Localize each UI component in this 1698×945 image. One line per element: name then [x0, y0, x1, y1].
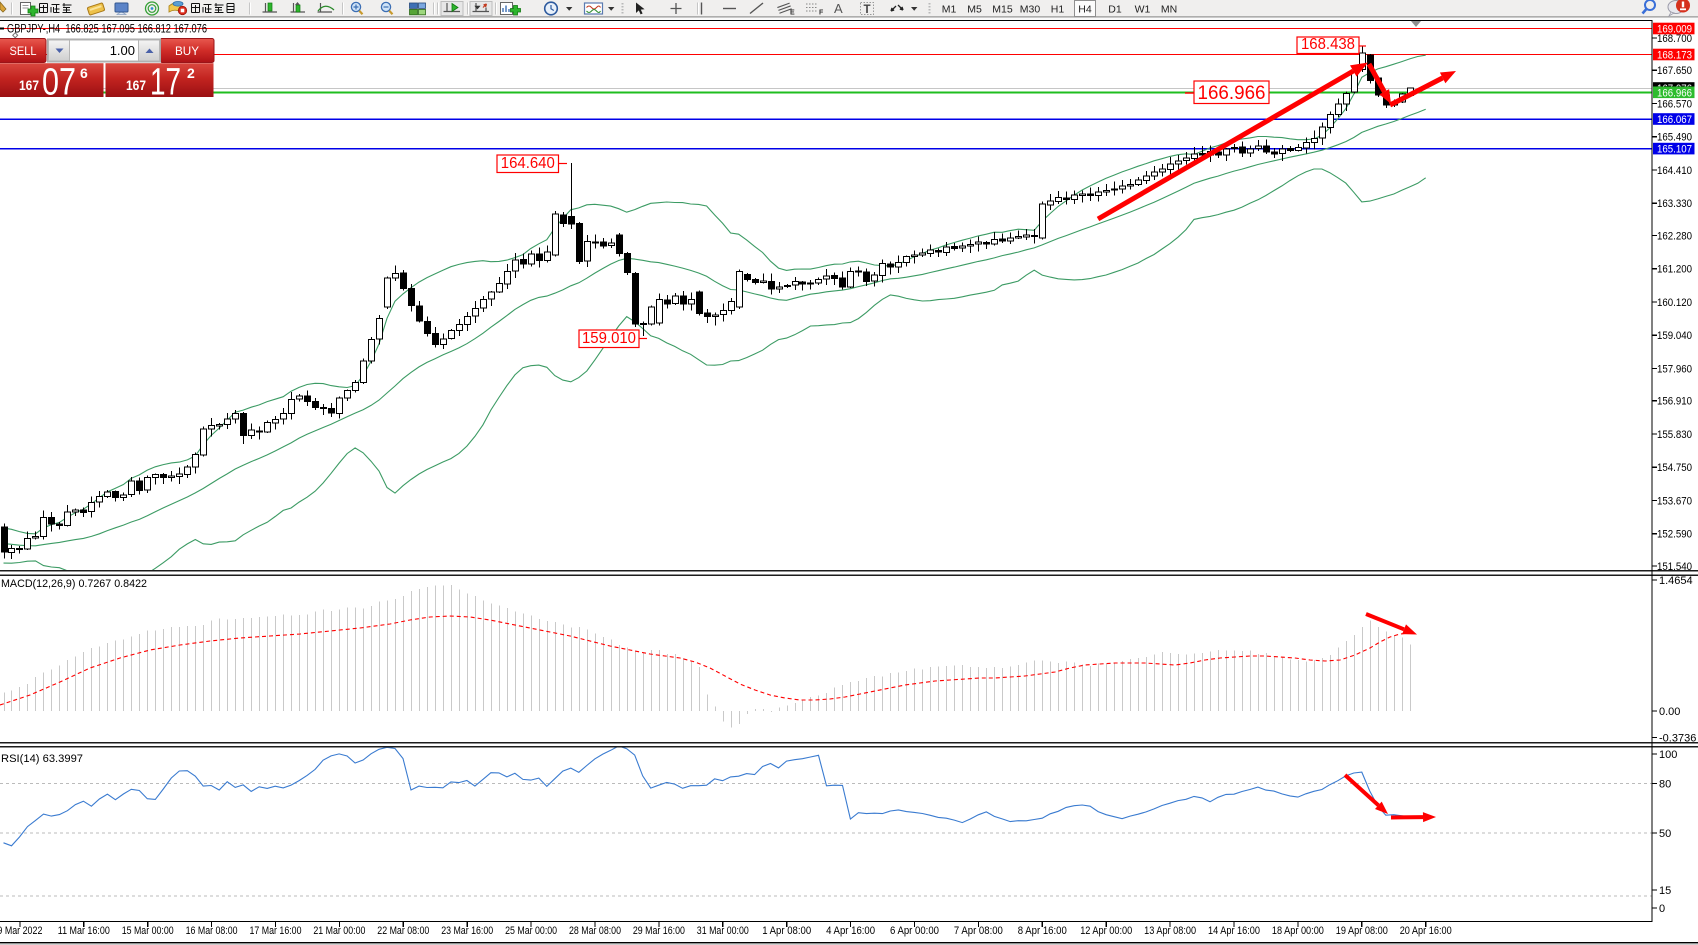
svg-text:12 Apr 00:00: 12 Apr 00:00	[1080, 925, 1132, 937]
svg-text:RSI(14) 63.3997: RSI(14) 63.3997	[1, 753, 83, 765]
svg-text:100: 100	[1659, 749, 1677, 761]
svg-text:M1: M1	[942, 3, 957, 15]
svg-text:21 Mar 00:00: 21 Mar 00:00	[313, 925, 365, 937]
svg-text:163.330: 163.330	[1657, 198, 1692, 210]
svg-text:E: E	[790, 10, 795, 17]
svg-text:164.640: 164.640	[501, 155, 555, 172]
svg-text:16 Mar 08:00: 16 Mar 08:00	[186, 925, 238, 937]
svg-text:165.107: 165.107	[1657, 144, 1692, 156]
svg-text:7 Apr 08:00: 7 Apr 08:00	[954, 925, 1003, 937]
svg-text:29 Mar 16:00: 29 Mar 16:00	[633, 925, 685, 937]
svg-text:M5: M5	[967, 3, 982, 15]
svg-text:M30: M30	[1020, 3, 1041, 15]
svg-text:SELL: SELL	[10, 44, 37, 58]
svg-text:1.4654: 1.4654	[1659, 575, 1693, 587]
svg-text:13 Apr 08:00: 13 Apr 08:00	[1144, 925, 1196, 937]
svg-text:167: 167	[19, 78, 39, 93]
svg-text:23 Mar 16:00: 23 Mar 16:00	[441, 925, 493, 937]
svg-text:168.173: 168.173	[1657, 50, 1692, 62]
svg-text:0: 0	[1659, 903, 1665, 915]
svg-text:BUY: BUY	[175, 44, 199, 58]
svg-text:15: 15	[1659, 885, 1671, 897]
svg-text:A: A	[834, 1, 843, 16]
svg-text:8 Apr 16:00: 8 Apr 16:00	[1018, 925, 1067, 937]
svg-text:153.670: 153.670	[1657, 495, 1692, 507]
svg-text:168.438: 168.438	[1301, 36, 1355, 53]
svg-text:166.966: 166.966	[1657, 87, 1692, 99]
svg-text:1.00: 1.00	[110, 43, 135, 58]
svg-text:17: 17	[150, 62, 181, 104]
svg-text:22 Mar 08:00: 22 Mar 08:00	[377, 925, 429, 937]
svg-text:H1: H1	[1051, 3, 1065, 15]
svg-text:6 Apr 00:00: 6 Apr 00:00	[890, 925, 939, 937]
svg-text:-0.3736: -0.3736	[1659, 732, 1696, 744]
svg-text:17 Mar 16:00: 17 Mar 16:00	[250, 925, 302, 937]
svg-text:167: 167	[126, 78, 146, 93]
svg-text:19 Apr 08:00: 19 Apr 08:00	[1336, 925, 1388, 937]
svg-text:152.590: 152.590	[1657, 529, 1692, 541]
svg-text:159.010: 159.010	[582, 330, 636, 347]
svg-text:154.750: 154.750	[1657, 462, 1692, 474]
svg-text:MACD(12,26,9) 0.7267 0.8422: MACD(12,26,9) 0.7267 0.8422	[1, 578, 147, 590]
svg-text:15 Mar 00:00: 15 Mar 00:00	[122, 925, 174, 937]
svg-text:157.960: 157.960	[1657, 363, 1692, 375]
svg-text:155.830: 155.830	[1657, 429, 1692, 441]
svg-text:11 Mar 16:00: 11 Mar 16:00	[58, 925, 110, 937]
svg-text:31 Mar 00:00: 31 Mar 00:00	[697, 925, 749, 937]
svg-text:166.570: 166.570	[1657, 98, 1692, 110]
svg-text:151.540: 151.540	[1657, 561, 1692, 573]
svg-text:T: T	[864, 4, 871, 16]
svg-text:28 Mar 08:00: 28 Mar 08:00	[569, 925, 621, 937]
svg-text:D1: D1	[1108, 3, 1122, 15]
svg-text:F: F	[819, 10, 824, 17]
svg-text:169.009: 169.009	[1657, 24, 1692, 36]
svg-text:2: 2	[187, 65, 195, 81]
svg-text:50: 50	[1659, 828, 1671, 840]
svg-text:14 Apr 16:00: 14 Apr 16:00	[1208, 925, 1260, 937]
svg-text:6: 6	[80, 65, 88, 81]
svg-text:M15: M15	[992, 3, 1013, 15]
svg-text:166.966: 166.966	[1198, 82, 1266, 104]
svg-text:166.067: 166.067	[1657, 114, 1692, 126]
svg-text:161.200: 161.200	[1657, 264, 1692, 276]
svg-text:165.490: 165.490	[1657, 132, 1692, 144]
svg-text:162.280: 162.280	[1657, 230, 1692, 242]
svg-text:25 Mar 00:00: 25 Mar 00:00	[505, 925, 557, 937]
svg-text:9 Mar 2022: 9 Mar 2022	[0, 925, 42, 937]
svg-text:18 Apr 00:00: 18 Apr 00:00	[1272, 925, 1324, 937]
svg-text:20 Apr 16:00: 20 Apr 16:00	[1400, 925, 1452, 937]
svg-text:GBPJPY-,H4 166.825 167.095 16: GBPJPY-,H4 166.825 167.095 166.812 167.0…	[7, 24, 207, 36]
svg-text:1 Apr 08:00: 1 Apr 08:00	[762, 925, 811, 937]
svg-text:167.650: 167.650	[1657, 65, 1692, 77]
svg-text:159.040: 159.040	[1657, 330, 1692, 342]
svg-text:80: 80	[1659, 778, 1671, 790]
svg-text:MN: MN	[1161, 3, 1177, 15]
svg-text:164.410: 164.410	[1657, 165, 1692, 177]
svg-text:160.120: 160.120	[1657, 297, 1692, 309]
svg-text:156.910: 156.910	[1657, 396, 1692, 408]
svg-text:07: 07	[42, 62, 76, 104]
svg-text:168.700: 168.700	[1657, 33, 1692, 45]
svg-text:0.00: 0.00	[1659, 706, 1680, 718]
svg-text:4 Apr 16:00: 4 Apr 16:00	[826, 925, 875, 937]
svg-text:H4: H4	[1078, 3, 1092, 15]
svg-text:W1: W1	[1135, 3, 1151, 15]
